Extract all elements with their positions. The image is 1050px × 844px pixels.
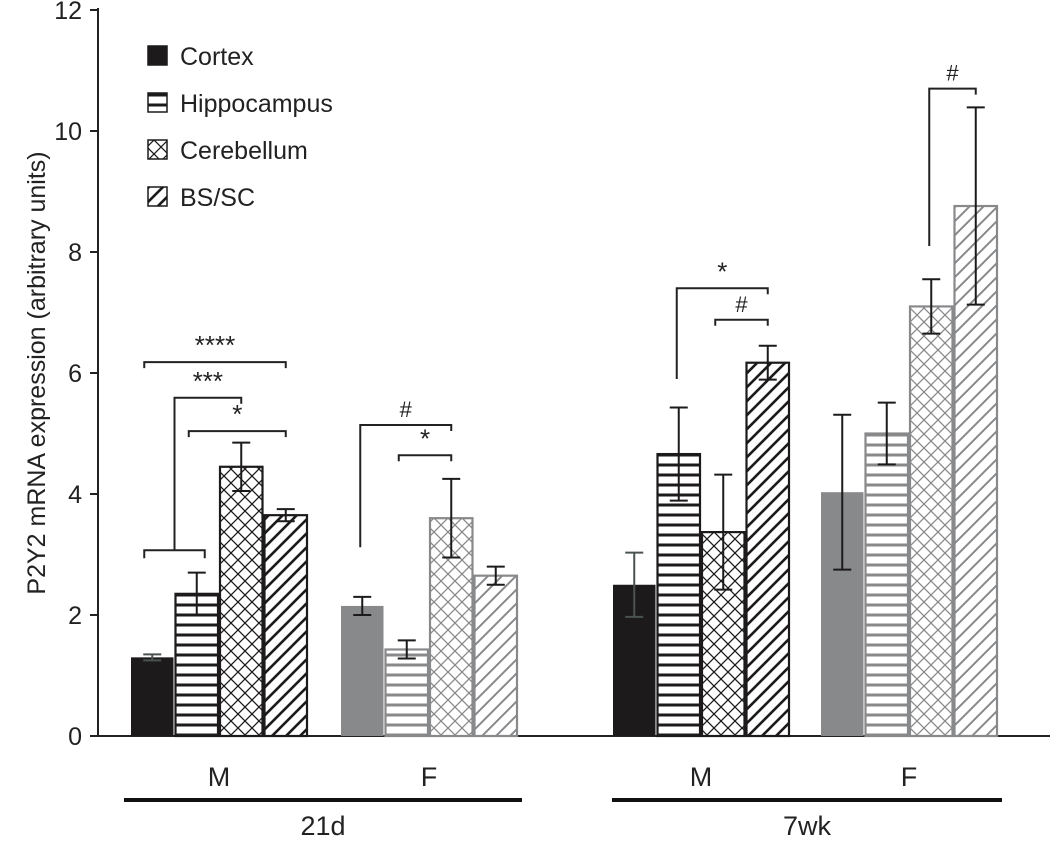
y-tick-label: 2 [68, 602, 82, 630]
y-tick-label: 6 [68, 360, 82, 388]
y-tick-label: 8 [68, 239, 82, 267]
bar-21d-M-cortex [131, 657, 174, 736]
x-label-sex: F [421, 762, 438, 792]
error-bar [877, 401, 896, 466]
legend-label: Hippocampus [180, 90, 333, 118]
error-bar [276, 508, 295, 523]
significance-bracket [187, 430, 287, 438]
significance-label: * [232, 399, 242, 429]
y-tick-label: 0 [68, 723, 82, 751]
significance-label: *** [193, 366, 223, 396]
error-bar [669, 406, 688, 502]
x-label-sex: M [690, 762, 713, 792]
x-label-sex: F [901, 762, 918, 792]
x-label-age: 7wk [783, 811, 832, 839]
error-bar [714, 473, 733, 591]
legend-swatch-cortex [147, 45, 168, 66]
x-label-age: 21d [300, 811, 345, 839]
significance-label: # [946, 61, 959, 86]
error-bar [625, 551, 644, 618]
significance-bracket [359, 424, 453, 548]
bars: M F M F 21d 7wk [124, 106, 1002, 841]
significance-brackets: ******** #**## [143, 61, 977, 559]
bar-21d-F-bs-sc [473, 574, 519, 738]
significance-label: # [400, 397, 413, 422]
significance-label: **** [195, 330, 235, 360]
y-tick-label: 4 [68, 481, 82, 509]
legend-label: BS/SC [180, 184, 255, 212]
error-bar [922, 278, 941, 335]
bar-21d-F-cortex [341, 605, 384, 736]
error-bar [187, 571, 206, 616]
bar-7wk-M-cerebellum [700, 531, 746, 738]
error-bar [232, 441, 251, 492]
legend-label: Cerebellum [180, 137, 308, 165]
significance-bracket [714, 318, 769, 326]
significance-bracket [143, 361, 287, 369]
y-tick-label: 10 [54, 118, 82, 146]
significance-bracket [928, 87, 977, 246]
y-tick-label: 12 [54, 0, 82, 25]
error-bar [397, 639, 416, 660]
bar-7wk-F-cerebellum [908, 305, 954, 738]
significance-label: * [420, 423, 430, 453]
legend: Cortex Hippocampus Cerebellum BS/SC [147, 43, 333, 212]
bar-7wk-F-hippocampus [864, 432, 910, 738]
bar-21d-F-hippocampus [384, 648, 430, 738]
error-bar [353, 595, 372, 616]
legend-swatch-bs-sc [147, 186, 168, 207]
legend-swatch-hippocampus [147, 92, 168, 113]
legend-swatch-cerebellum [147, 139, 168, 160]
x-label-sex: M [208, 762, 231, 792]
significance-bracket [173, 396, 243, 551]
bar-21d-M-cerebellum [218, 465, 264, 738]
error-bar [758, 344, 777, 381]
significance-bracket [675, 287, 769, 380]
error-bar [143, 653, 162, 662]
significance-label: # [735, 292, 748, 317]
legend-label: Cortex [180, 43, 254, 71]
significance-label: * [717, 256, 727, 286]
bar-7wk-M-bs-sc [745, 361, 791, 738]
significance-bracket [397, 454, 453, 462]
error-bar [833, 413, 852, 571]
bar-21d-M-bs-sc [263, 514, 309, 738]
y-axis-label: P2Y2 mRNA expression (arbitrary units) [23, 151, 51, 594]
sub-bracket [143, 549, 206, 559]
error-bar [442, 477, 461, 559]
error-bar [966, 106, 985, 306]
error-bar [486, 565, 505, 586]
